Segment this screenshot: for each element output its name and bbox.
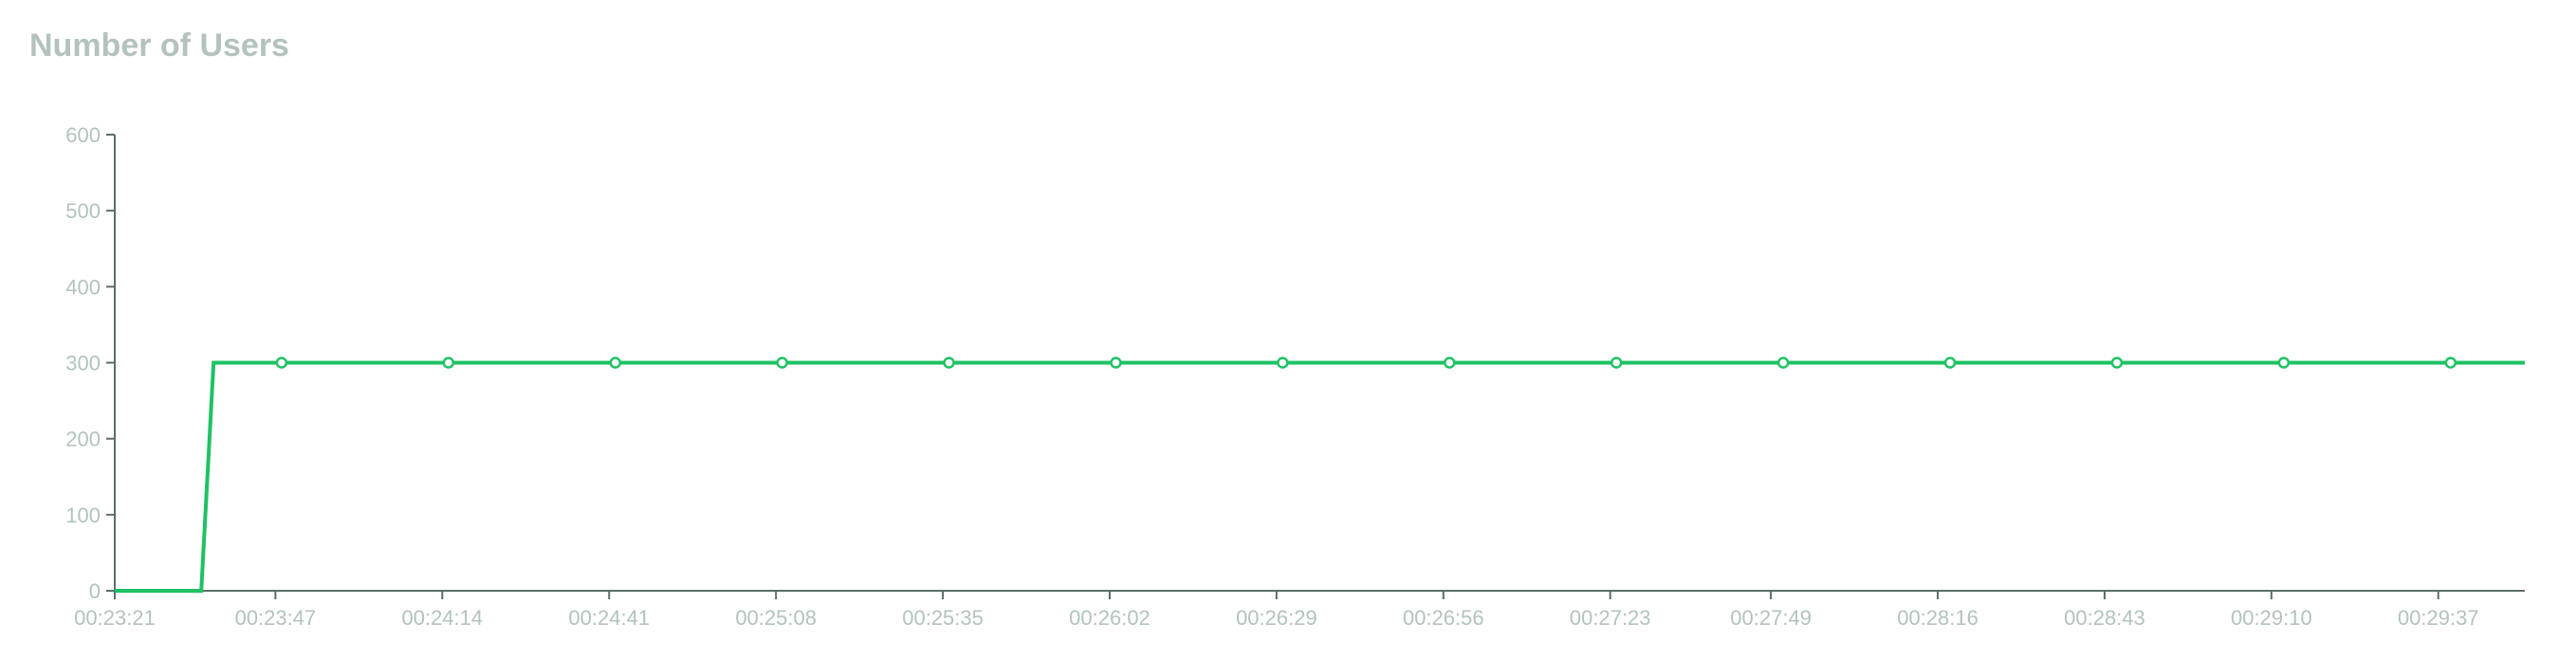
y-tick-label: 200 [65,428,101,451]
x-tick-label: 00:24:41 [568,606,650,630]
x-tick-label: 00:28:43 [2064,606,2145,630]
x-tick-label: 00:25:08 [735,606,817,630]
x-tick-label: 00:25:35 [902,606,984,630]
data-point[interactable] [2444,357,2457,369]
y-axis: 0 100 200 300 400 500 600 [65,123,116,603]
y-tick-label: 100 [65,504,101,527]
y-tick-label: 500 [65,199,101,223]
x-tick-label: 00:23:21 [74,606,156,630]
x-tick-label: 00:27:49 [1730,606,1812,630]
data-point[interactable] [1943,357,1957,369]
data-point[interactable] [776,357,788,369]
data-point[interactable] [943,357,955,369]
x-tick-label: 00:26:29 [1236,606,1317,630]
x-tick-label: 00:26:56 [1403,606,1484,630]
data-point[interactable] [2110,357,2124,369]
x-tick-label: 00:24:14 [401,606,483,630]
x-tick-label: 00:29:10 [2231,606,2312,630]
x-tick-label: 00:28:16 [1897,606,1978,630]
data-point[interactable] [1277,357,1289,369]
x-tick-label: 00:23:47 [235,606,317,630]
series-layer [115,357,2525,593]
data-point[interactable] [1110,357,1122,369]
data-point[interactable] [275,357,288,369]
y-tick-label: 0 [89,579,101,603]
series-line [115,360,2525,593]
data-point[interactable] [442,357,455,369]
chart-title: Number of Users [29,28,289,64]
data-point[interactable] [1776,357,1790,369]
y-tick-label: 400 [65,275,101,299]
data-point[interactable] [1444,357,1456,369]
x-axis: 00:23:21 00:23:47 00:24:14 00:24:41 00:25:08… [74,590,2525,630]
x-tick-label: 00:27:23 [1570,606,1651,630]
data-point[interactable] [1610,357,1623,369]
y-tick-label: 300 [65,352,101,376]
data-point[interactable] [609,357,621,369]
data-point[interactable] [2277,357,2291,369]
x-tick-label: 00:29:37 [2398,606,2479,630]
y-tick-label: 600 [65,123,101,147]
x-tick-label: 00:26:02 [1069,606,1150,630]
